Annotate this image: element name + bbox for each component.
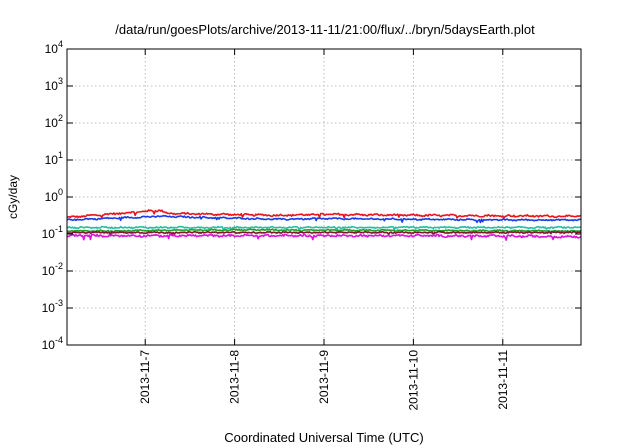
y-tick-label: 10-1 <box>42 224 63 241</box>
series-line-3 <box>66 225 582 232</box>
y-tick-label-base: 10 <box>42 338 56 352</box>
y-tick-label-base: 10 <box>45 153 59 167</box>
y-tick-label: 101 <box>45 150 63 167</box>
y-tick-label-base: 10 <box>42 227 56 241</box>
y-tick-label: 10-4 <box>42 335 63 352</box>
y-tick-label: 10-3 <box>42 298 63 315</box>
y-tick-label: 104 <box>45 39 63 56</box>
series-layer <box>66 209 582 241</box>
series-line-6 <box>66 233 582 241</box>
series-line-5 <box>66 230 582 236</box>
y-tick-label-exponent: 3 <box>58 76 63 86</box>
y-tick-label-exponent: 2 <box>58 113 63 123</box>
y-tick-label-exponent: -1 <box>55 224 63 234</box>
y-tick-label: 102 <box>45 113 63 130</box>
ticks: 10-410-310-210-11001011021031042013-11-7… <box>42 39 581 411</box>
grid-lines <box>67 49 581 345</box>
x-axis-label: Coordinated Universal Time (UTC) <box>224 430 423 445</box>
y-tick-label-base: 10 <box>45 42 59 56</box>
series-line-2 <box>66 214 582 224</box>
x-tick-label: 2013-11-9 <box>317 350 331 404</box>
series-line-1 <box>66 209 582 219</box>
x-tick-label: 2013-11-11 <box>496 350 510 410</box>
y-tick-label-base: 10 <box>45 79 59 93</box>
y-axis-label: cGy/day <box>6 175 20 219</box>
series-line-4 <box>66 228 582 234</box>
y-tick-label-base: 10 <box>42 301 56 315</box>
y-tick-label-base: 10 <box>45 190 59 204</box>
y-tick-label: 103 <box>45 76 63 93</box>
y-tick-label-exponent: 1 <box>58 150 63 160</box>
y-tick-label: 10-2 <box>42 261 63 278</box>
x-tick-label: 2013-11-8 <box>228 350 242 404</box>
y-tick-label-exponent: -4 <box>55 335 63 345</box>
y-tick-label: 100 <box>45 187 63 204</box>
y-tick-label-exponent: -2 <box>55 261 63 271</box>
x-tick-label: 2013-11-7 <box>138 350 152 404</box>
y-tick-label-exponent: 4 <box>58 39 63 49</box>
chart-title: /data/run/goesPlots/archive/2013-11-11/2… <box>115 22 535 37</box>
y-tick-label-exponent: 0 <box>58 187 63 197</box>
y-tick-label-base: 10 <box>45 116 59 130</box>
y-tick-label-exponent: -3 <box>55 298 63 308</box>
x-tick-label: 2013-11-10 <box>406 350 420 411</box>
y-tick-label-base: 10 <box>42 264 56 278</box>
